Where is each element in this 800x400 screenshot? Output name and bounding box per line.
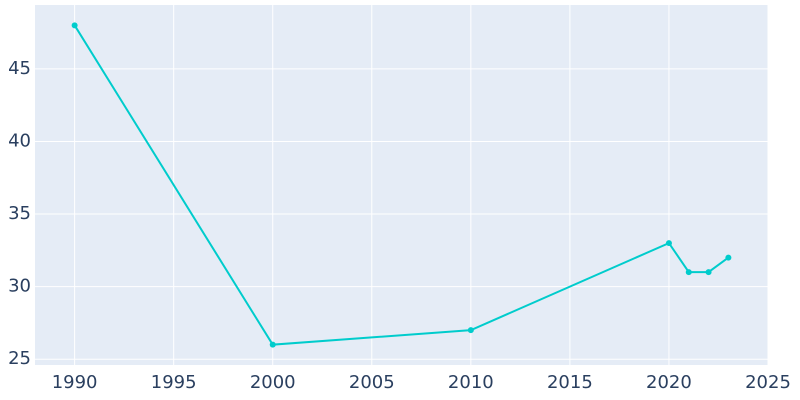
point <box>685 269 692 276</box>
y-tick-label: 45 <box>8 58 31 79</box>
y-tick-label: 40 <box>8 130 31 151</box>
x-tick-label: 2010 <box>448 372 494 393</box>
point <box>725 254 732 261</box>
x-tick-label: 2000 <box>250 372 296 393</box>
x-tick-label: 2025 <box>745 372 791 393</box>
plot-area <box>35 5 768 365</box>
x-tick-label: 1995 <box>151 372 197 393</box>
point <box>665 240 672 247</box>
y-tick-label: 30 <box>8 276 31 297</box>
x-tick-label: 2005 <box>349 372 395 393</box>
x-tick-label: 2020 <box>646 372 692 393</box>
y-tick-label: 25 <box>8 348 31 369</box>
point <box>705 269 712 276</box>
y-tick-label: 35 <box>8 203 31 224</box>
point <box>71 22 78 29</box>
x-tick-label: 2015 <box>547 372 593 393</box>
point <box>467 327 474 334</box>
point <box>269 341 276 348</box>
x-tick-label: 1990 <box>52 372 98 393</box>
